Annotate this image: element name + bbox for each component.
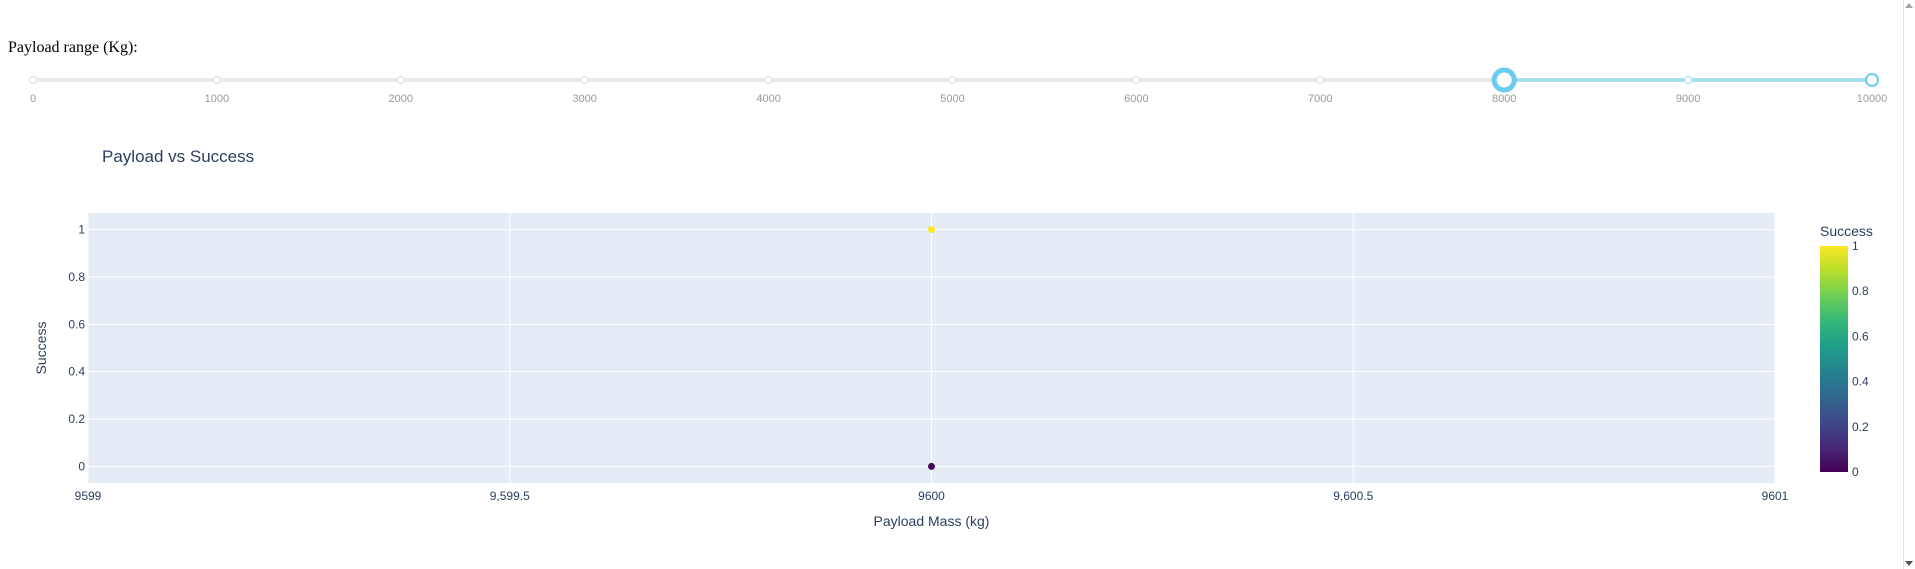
- colorbar-title: Success: [1820, 223, 1873, 239]
- slider-mark-label: 10000: [1857, 93, 1888, 105]
- scroll-down-arrow-icon[interactable]: [1905, 561, 1913, 566]
- slider-mark-dot: [396, 76, 405, 84]
- slider-handle-lower[interactable]: [1491, 67, 1517, 93]
- y-tick-label: 0.2: [68, 412, 85, 426]
- slider-mark-label: 6000: [1124, 93, 1148, 105]
- slider-handle-upper[interactable]: [1865, 73, 1879, 87]
- colorbar-tick-label: 0.4: [1852, 375, 1869, 389]
- x-tick-label: 9,600.5: [1333, 489, 1373, 503]
- slider-mark-label: 9000: [1676, 93, 1700, 105]
- x-tick-label: 9599: [75, 489, 102, 503]
- page-scrollbar[interactable]: [1903, 0, 1915, 569]
- x-axis-title: Payload Mass (kg): [874, 513, 990, 529]
- colorbar: [1820, 246, 1848, 472]
- slider-mark-label: 5000: [940, 93, 964, 105]
- data-point[interactable]: [928, 226, 935, 234]
- y-axis-title: Success: [33, 322, 49, 375]
- y-tick-label: 0.6: [68, 317, 85, 331]
- slider-mark-label: 2000: [389, 93, 413, 105]
- scrollbar-track: [1903, 0, 1904, 569]
- payload-success-scatter-chart: Payload vs Success 0 0.2 0.4 0.6 0.8 1 9599 9,59…: [33, 147, 1873, 529]
- slider-mark-label: 7000: [1308, 93, 1332, 105]
- y-tick-label: 0.8: [68, 270, 85, 284]
- chart-title: Payload vs Success: [102, 147, 254, 166]
- slider-mark-label: 0: [30, 93, 36, 105]
- colorbar-tick-label: 1: [1852, 239, 1859, 253]
- x-tick-label: 9600: [918, 489, 945, 503]
- data-point[interactable]: [928, 462, 935, 470]
- colorbar-tick-label: 0.2: [1852, 420, 1869, 434]
- colorbar-tick-label: 0.8: [1852, 284, 1869, 298]
- slider-mark-dot: [1132, 76, 1141, 84]
- slider-mark-dot: [1316, 76, 1325, 84]
- x-tick-label: 9601: [1762, 489, 1789, 503]
- colorbar-tick-label: 0: [1852, 465, 1859, 479]
- y-tick-label: 0: [78, 459, 85, 473]
- slider-mark-dot: [212, 76, 221, 84]
- x-tick-label: 9,599.5: [490, 489, 530, 503]
- slider-mark-dot: [948, 76, 957, 84]
- slider-mark-dot: [764, 76, 773, 84]
- y-tick-label: 0.4: [68, 365, 85, 379]
- scroll-up-arrow-icon[interactable]: [1905, 3, 1913, 8]
- payload-range-slider[interactable]: 0 1000 2000 3000 4000 5000 6000 7000 8000 9000 100…: [0, 0, 1915, 110]
- payload-range-label: Payload range (Kg):: [8, 39, 138, 56]
- slider-mark-label: 4000: [756, 93, 780, 105]
- slider-mark-dot: [580, 76, 589, 84]
- slider-mark-label: 8000: [1492, 93, 1516, 105]
- colorbar-tick-label: 0.6: [1852, 329, 1869, 343]
- slider-mark-dot: [1684, 76, 1693, 84]
- slider-mark-label: 1000: [205, 93, 229, 105]
- slider-mark-dot: [29, 76, 37, 84]
- slider-mark-label: 3000: [572, 93, 596, 105]
- y-tick-label: 1: [78, 223, 85, 237]
